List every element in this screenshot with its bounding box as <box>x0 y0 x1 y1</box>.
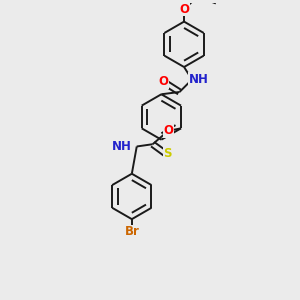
Text: Br: Br <box>124 225 139 238</box>
Text: O: O <box>179 3 189 16</box>
Text: NH: NH <box>189 73 209 86</box>
Text: NH: NH <box>112 140 132 153</box>
Text: S: S <box>163 147 172 160</box>
Text: O: O <box>164 124 173 137</box>
Text: O: O <box>159 75 169 88</box>
